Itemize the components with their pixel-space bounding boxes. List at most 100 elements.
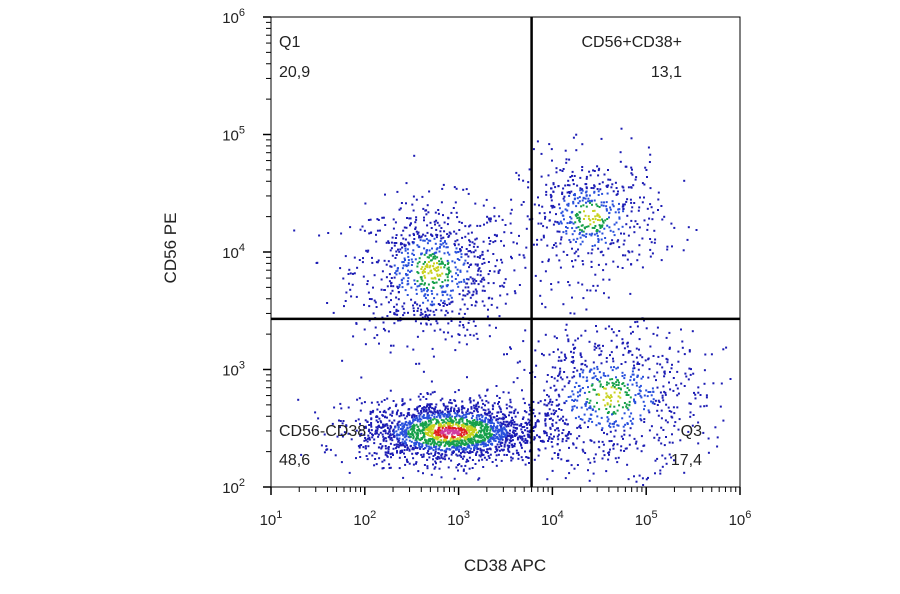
data-point xyxy=(573,175,576,177)
data-point xyxy=(567,459,570,462)
data-point xyxy=(457,389,460,392)
data-point xyxy=(494,458,497,461)
data-point xyxy=(556,221,559,224)
data-point xyxy=(626,463,629,466)
data-point xyxy=(578,233,581,236)
data-point xyxy=(617,395,620,398)
data-point xyxy=(560,458,563,461)
data-point xyxy=(511,435,514,438)
data-point xyxy=(596,205,599,208)
data-point xyxy=(518,441,521,444)
data-point xyxy=(381,433,384,436)
data-point xyxy=(502,420,505,423)
data-point xyxy=(403,431,406,434)
data-point xyxy=(423,406,426,409)
data-point xyxy=(705,404,708,407)
data-point xyxy=(468,433,470,436)
data-point xyxy=(408,414,411,417)
data-point xyxy=(454,250,457,253)
data-point xyxy=(552,223,555,226)
data-point xyxy=(460,444,462,447)
data-point xyxy=(431,437,434,440)
data-point xyxy=(417,405,420,408)
data-point xyxy=(670,456,673,459)
data-point xyxy=(464,413,467,416)
data-point xyxy=(525,423,528,426)
data-point xyxy=(577,415,580,418)
data-point xyxy=(621,371,624,374)
data-point xyxy=(602,269,605,272)
data-point xyxy=(642,484,645,486)
data-point xyxy=(508,441,511,444)
data-point xyxy=(630,263,633,266)
data-point xyxy=(443,221,446,224)
data-point xyxy=(492,438,495,441)
data-point xyxy=(396,267,399,270)
data-point xyxy=(440,237,443,240)
data-point xyxy=(555,171,558,174)
data-point xyxy=(705,396,708,399)
data-point xyxy=(625,394,628,396)
data-point xyxy=(543,389,546,392)
data-point xyxy=(587,197,590,200)
data-point xyxy=(623,232,626,235)
data-point xyxy=(585,225,588,228)
data-point xyxy=(436,322,439,325)
data-point xyxy=(433,409,436,412)
data-point xyxy=(417,434,419,437)
data-point xyxy=(438,423,440,426)
data-point xyxy=(575,381,578,384)
data-point xyxy=(643,421,646,423)
data-point xyxy=(473,447,476,450)
data-point xyxy=(547,260,550,263)
data-point xyxy=(451,310,454,313)
data-point xyxy=(536,238,539,241)
data-point xyxy=(408,462,411,465)
data-point xyxy=(550,412,553,415)
data-point xyxy=(544,447,547,450)
data-point xyxy=(647,391,650,393)
data-point xyxy=(402,430,405,433)
data-point xyxy=(575,133,578,136)
data-point xyxy=(422,301,425,304)
data-point xyxy=(495,433,498,436)
data-point xyxy=(585,201,587,204)
data-point xyxy=(617,239,620,242)
data-point xyxy=(423,435,426,438)
data-point xyxy=(539,440,542,442)
data-point xyxy=(544,217,546,220)
data-point xyxy=(416,437,419,440)
data-point xyxy=(444,291,447,294)
data-point xyxy=(581,240,584,243)
data-point xyxy=(629,325,632,328)
data-point xyxy=(496,443,499,446)
data-point xyxy=(656,362,659,365)
data-point xyxy=(518,360,521,363)
data-point xyxy=(446,422,449,424)
data-point xyxy=(668,346,671,349)
data-point xyxy=(597,440,600,443)
data-point xyxy=(404,289,407,292)
data-point xyxy=(589,461,592,464)
data-point xyxy=(587,225,590,228)
data-point xyxy=(436,293,439,296)
data-point xyxy=(371,436,374,439)
data-point xyxy=(388,463,391,466)
data-point xyxy=(445,436,448,439)
data-point xyxy=(681,346,684,349)
data-point xyxy=(413,313,416,316)
data-point xyxy=(550,204,553,207)
data-point xyxy=(391,411,394,414)
data-point xyxy=(550,148,553,151)
data-point xyxy=(420,418,423,421)
data-point xyxy=(442,419,445,422)
data-point xyxy=(462,188,465,191)
data-point xyxy=(631,330,634,333)
data-point xyxy=(415,415,418,417)
data-point xyxy=(491,442,494,445)
data-point xyxy=(480,430,483,433)
data-point xyxy=(471,431,474,433)
data-point xyxy=(450,406,453,409)
data-point xyxy=(540,238,543,241)
data-point xyxy=(508,444,511,447)
